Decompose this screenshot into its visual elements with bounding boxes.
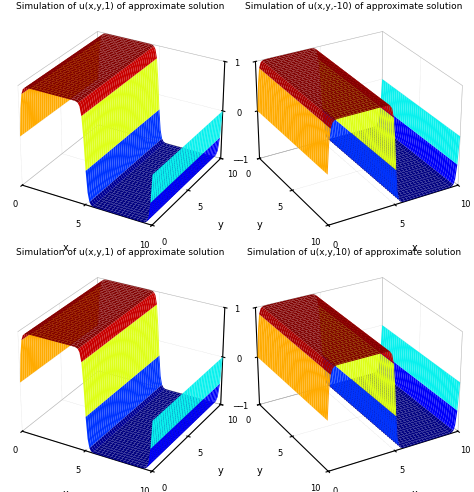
X-axis label: x: x — [412, 489, 418, 492]
Title: Simulation of u(x,y,1) of approximate solution: Simulation of u(x,y,1) of approximate so… — [16, 247, 224, 257]
X-axis label: x: x — [63, 243, 68, 252]
Y-axis label: y: y — [256, 466, 262, 476]
Title: Simulation of u(x,y,10) of approximate solution: Simulation of u(x,y,10) of approximate s… — [246, 247, 461, 257]
Y-axis label: y: y — [218, 219, 224, 230]
Y-axis label: y: y — [218, 466, 224, 476]
X-axis label: x: x — [412, 243, 418, 252]
Title: Simulation of u(x,y,-10) of approximate solution: Simulation of u(x,y,-10) of approximate … — [245, 1, 463, 10]
Title: Simulation of u(x,y,1) of approximate solution: Simulation of u(x,y,1) of approximate so… — [16, 1, 224, 10]
Y-axis label: y: y — [256, 219, 262, 230]
X-axis label: x: x — [63, 489, 68, 492]
